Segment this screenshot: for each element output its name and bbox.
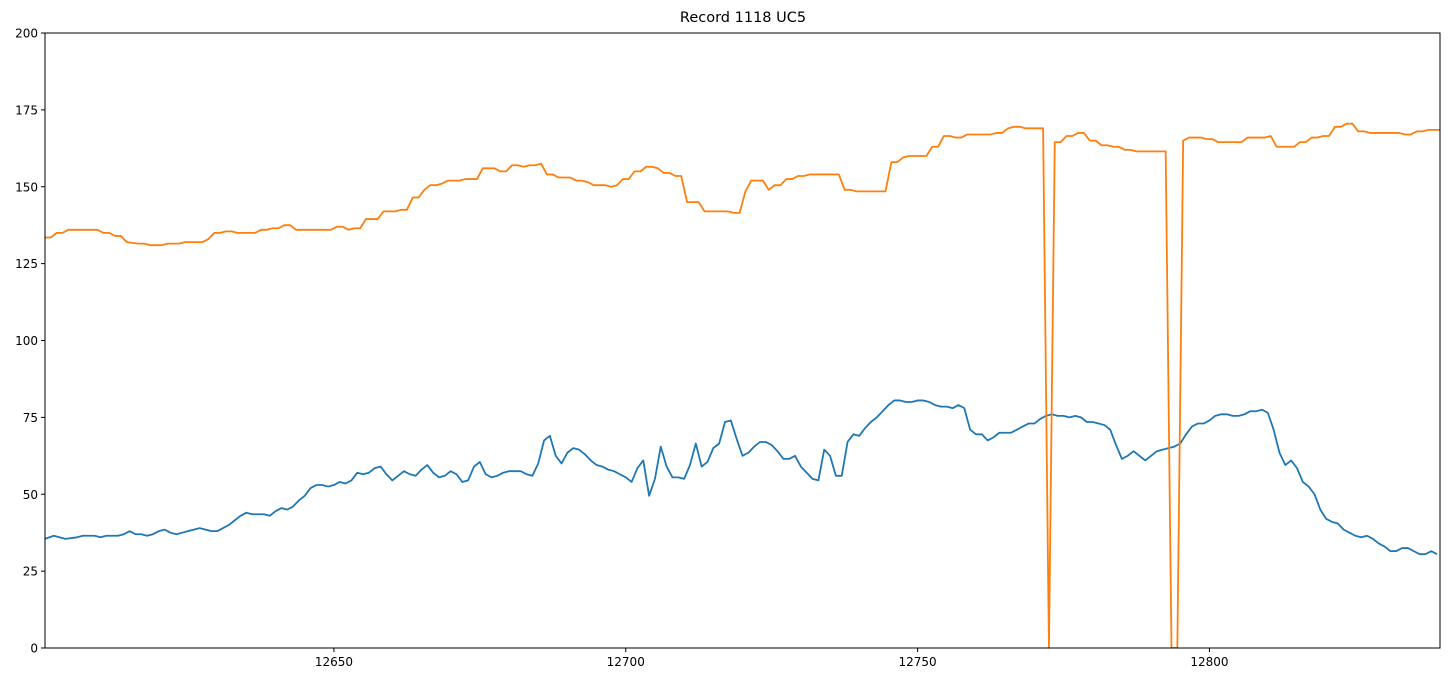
y-tick-label: 0 xyxy=(30,642,38,656)
series-line-1 xyxy=(45,399,1438,556)
y-axis: 0 25 50 75 100 125 150 175 200 xyxy=(15,27,45,656)
chart-title: Record 1118 UC5 xyxy=(680,10,806,26)
y-tick-label: 175 xyxy=(15,103,38,117)
y-tick-label: 125 xyxy=(15,257,38,271)
y-tick-label: 200 xyxy=(15,27,38,41)
y-tick-label: 100 xyxy=(15,334,38,348)
y-tick-label: 75 xyxy=(23,411,38,425)
x-tick-label: 12800 xyxy=(1190,655,1228,669)
x-tick-label: 12650 xyxy=(315,655,353,669)
y-tick-label: 25 xyxy=(23,565,38,579)
y-tick-label: 50 xyxy=(23,488,38,502)
x-tick-label: 12750 xyxy=(899,655,937,669)
y-tick-label: 150 xyxy=(15,180,38,194)
series-layer xyxy=(45,122,1440,648)
x-axis: 12650 12700 12750 12800 xyxy=(315,648,1229,669)
series-line-2 xyxy=(45,122,1440,648)
x-tick-label: 12700 xyxy=(607,655,645,669)
